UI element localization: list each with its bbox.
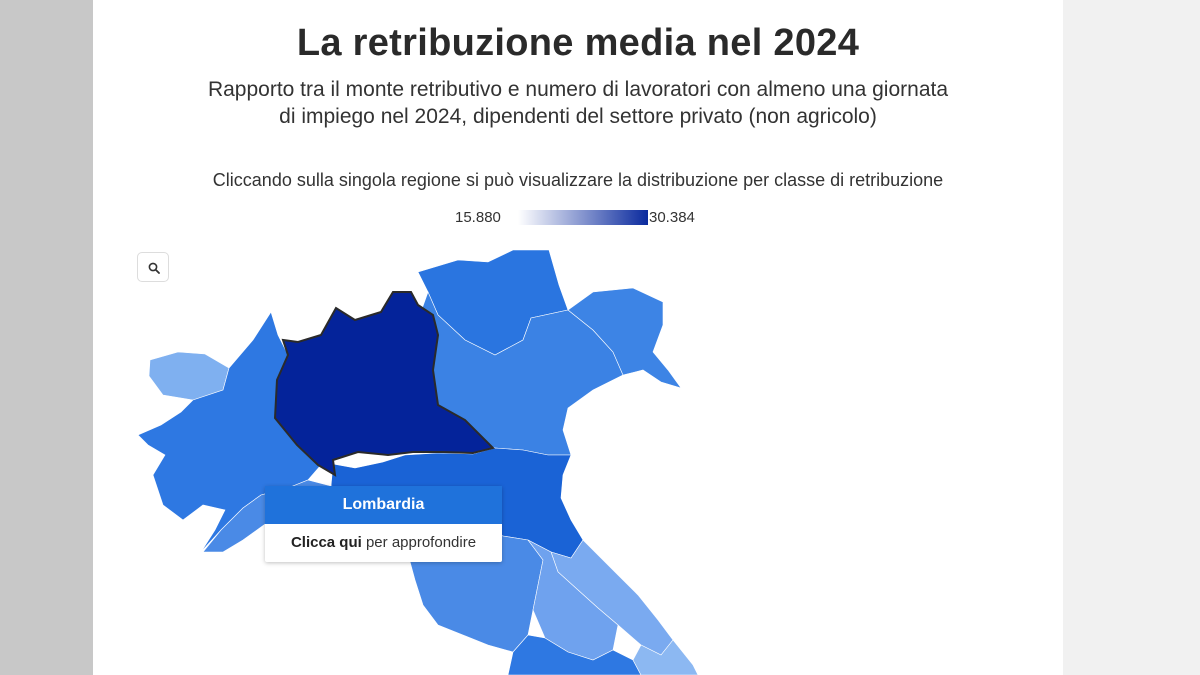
search-button[interactable] [137,252,169,282]
region-lazio[interactable] [507,634,642,675]
region-lombardia[interactable] [273,291,495,477]
tooltip-body: Clicca qui per approfondire [265,524,502,562]
legend-min-value: 15.880 [455,209,501,226]
subtitle: Rapporto tra il monte retributivo e nume… [153,76,1003,130]
legend-gradient-bar [518,210,648,225]
tooltip-link-suffix: per approfondire [365,534,477,551]
region-tooltip: Lombardia Clicca qui per approfondire [265,486,502,562]
color-legend: 15.880 30.384 [433,208,733,228]
region-abruzzo[interactable] [632,639,699,675]
tooltip-link[interactable]: Clicca qui [290,534,362,551]
region-friuli-venezia-giulia[interactable] [567,287,682,389]
subtitle-line-2: di impiego nel 2024, dipendenti del sett… [279,105,877,128]
map-panel: La retribuzione media nel 2024 Rapporto … [93,0,1063,675]
legend-max-value: 30.384 [649,209,695,226]
subtitle-line-1: Rapporto tra il monte retributivo e nume… [207,78,949,101]
right-margin [1063,0,1200,675]
italy-choropleth-map[interactable] [93,240,1063,675]
left-margin [0,0,93,675]
search-icon [148,262,160,274]
page-title: La retribuzione media nel 2024 [296,22,860,64]
tooltip-region-name: Lombardia [265,486,502,524]
instruction-text: Cliccando sulla singola regione si può v… [212,170,944,190]
